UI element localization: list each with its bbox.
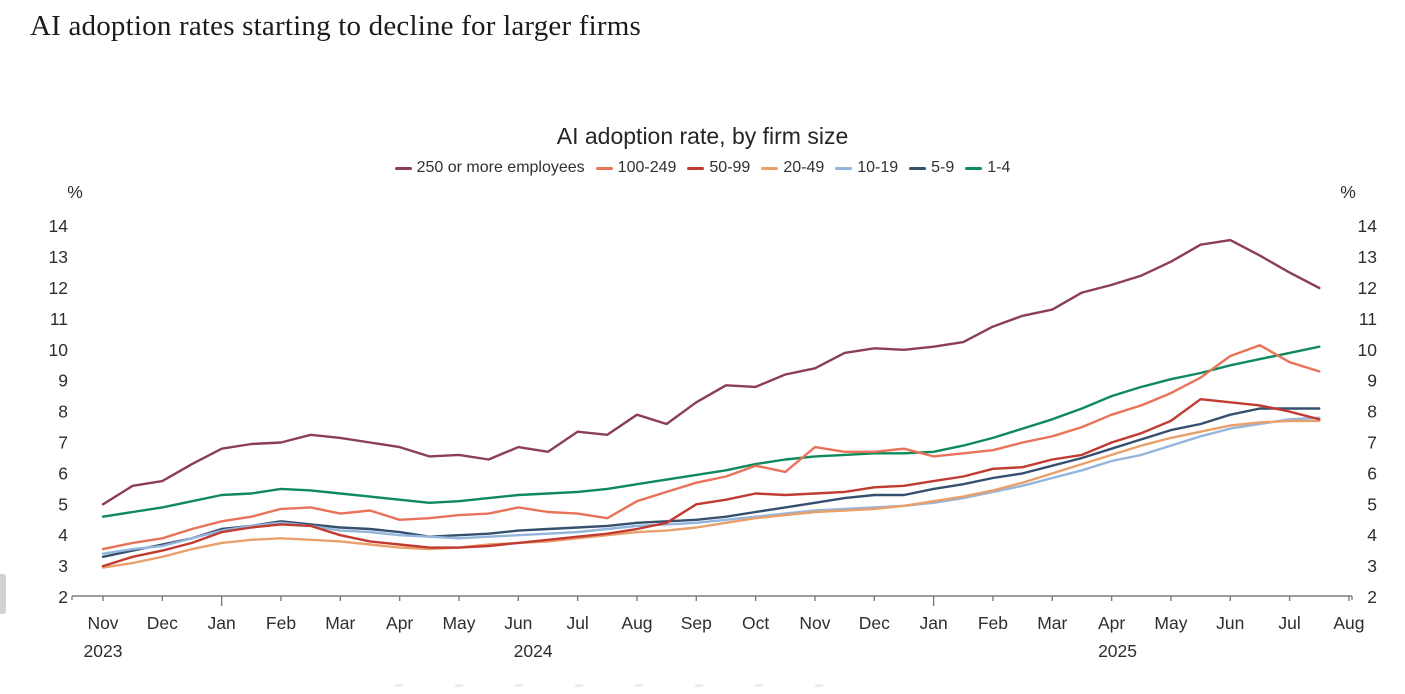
legend-label: 20-49 xyxy=(783,159,825,176)
y-tick-label-left-3: 3 xyxy=(58,556,68,576)
y-tick-label-right-5: 5 xyxy=(1367,494,1377,514)
page-title: AI adoption rates starting to decline fo… xyxy=(30,10,642,42)
legend-item-50-99: 50-99 xyxy=(687,159,750,177)
month-label-nov-0: Nov xyxy=(87,613,118,633)
legend-swatch-100-249 xyxy=(595,166,613,170)
y-tick-label-left-12: 12 xyxy=(49,278,68,298)
y-tick-label-left-5: 5 xyxy=(58,494,68,514)
month-label-jun-7: Jun xyxy=(504,613,532,633)
month-label-apr-17: Apr xyxy=(1098,613,1125,633)
legend-swatch-50-99 xyxy=(687,166,705,170)
legend-label: 10-19 xyxy=(857,159,899,176)
year-label-2024: 2024 xyxy=(514,641,553,661)
legend-swatch-250-or-more-employees xyxy=(394,166,412,170)
y-tick-label-right-7: 7 xyxy=(1367,433,1377,453)
y-tick-label-right-14: 14 xyxy=(1358,216,1378,236)
month-label-jun-19: Jun xyxy=(1216,613,1244,633)
series-line-5-9 xyxy=(101,407,1321,558)
legend-item-250-or-more-employees: 250 or more employees xyxy=(394,159,585,177)
series-line-250-or-more-employees xyxy=(101,238,1321,506)
month-label-mar-4: Mar xyxy=(325,613,355,633)
y-tick-label-right-4: 4 xyxy=(1367,525,1377,545)
cut-off-footnote-fragment xyxy=(395,684,835,687)
month-label-feb-3: Feb xyxy=(266,613,296,633)
month-label-dec-1: Dec xyxy=(147,613,178,633)
month-label-oct-11: Oct xyxy=(742,613,769,633)
year-label-2023: 2023 xyxy=(84,641,123,661)
month-label-may-6: May xyxy=(442,613,475,633)
legend-label: 5-9 xyxy=(931,159,955,176)
series-line-20-49 xyxy=(101,419,1321,569)
legend-item-100-249: 100-249 xyxy=(595,159,677,177)
year-label-2025: 2025 xyxy=(1098,641,1137,661)
y-axis-unit-left: % xyxy=(67,182,83,202)
month-label-nov-12: Nov xyxy=(799,613,830,633)
month-label-sep-10: Sep xyxy=(681,613,712,633)
y-tick-label-left-4: 4 xyxy=(58,525,68,545)
month-label-aug-21: Aug xyxy=(1333,613,1364,633)
chart-legend: 250 or more employees 100-249 50-99 20-49 10… xyxy=(0,159,1405,177)
month-label-mar-16: Mar xyxy=(1037,613,1067,633)
month-label-feb-15: Feb xyxy=(978,613,1008,633)
y-tick-label-right-12: 12 xyxy=(1358,278,1377,298)
y-tick-label-right-13: 13 xyxy=(1358,247,1377,267)
legend-swatch-10-19 xyxy=(835,166,853,170)
legend-swatch-5-9 xyxy=(909,166,927,170)
y-tick-label-right-8: 8 xyxy=(1367,402,1377,422)
series-line-1-4 xyxy=(101,345,1321,518)
y-tick-label-left-14: 14 xyxy=(49,216,69,236)
y-tick-label-right-10: 10 xyxy=(1358,340,1378,360)
legend-swatch-20-49 xyxy=(761,166,779,170)
y-tick-label-left-9: 9 xyxy=(58,371,68,391)
series-line-50-99 xyxy=(101,398,1321,568)
y-tick-label-left-7: 7 xyxy=(58,433,68,453)
y-tick-label-right-9: 9 xyxy=(1367,371,1377,391)
y-tick-label-right-2: 2 xyxy=(1367,587,1377,607)
y-tick-label-left-6: 6 xyxy=(58,463,68,483)
y-tick-label-right-6: 6 xyxy=(1367,463,1377,483)
month-label-jul-20: Jul xyxy=(1278,613,1300,633)
y-tick-label-left-11: 11 xyxy=(50,309,68,329)
legend-swatch-1-4 xyxy=(965,166,983,170)
y-tick-label-right-3: 3 xyxy=(1367,556,1377,576)
legend-label: 250 or more employees xyxy=(416,159,585,176)
y-axis-unit-right: % xyxy=(1340,182,1356,202)
y-tick-label-left-13: 13 xyxy=(49,247,68,267)
legend-label: 50-99 xyxy=(709,159,751,176)
month-label-jul-8: Jul xyxy=(566,613,588,633)
month-label-jan-14: Jan xyxy=(920,613,948,633)
left-edge-scrollbar-fragment xyxy=(0,574,6,614)
legend-item-10-19: 10-19 xyxy=(835,159,898,177)
legend-label: 1-4 xyxy=(987,159,1011,176)
y-tick-label-left-8: 8 xyxy=(58,402,68,422)
legend-item-20-49: 20-49 xyxy=(761,159,824,177)
chart-title: AI adoption rate, by firm size xyxy=(556,123,849,149)
y-tick-label-right-11: 11 xyxy=(1359,309,1377,329)
legend-label: 100-249 xyxy=(617,159,677,176)
y-tick-label-left-2: 2 xyxy=(58,587,68,607)
month-label-dec-13: Dec xyxy=(859,613,890,633)
month-label-aug-9: Aug xyxy=(621,613,652,633)
series-line-100-249 xyxy=(101,344,1321,551)
month-label-jan-2: Jan xyxy=(208,613,236,633)
series-line-10-19 xyxy=(101,416,1321,555)
legend-item-5-9: 5-9 xyxy=(909,159,954,177)
month-label-apr-5: Apr xyxy=(386,613,413,633)
month-label-may-18: May xyxy=(1154,613,1187,633)
legend-item-1-4: 1-4 xyxy=(965,159,1010,177)
y-tick-label-left-10: 10 xyxy=(49,340,69,360)
